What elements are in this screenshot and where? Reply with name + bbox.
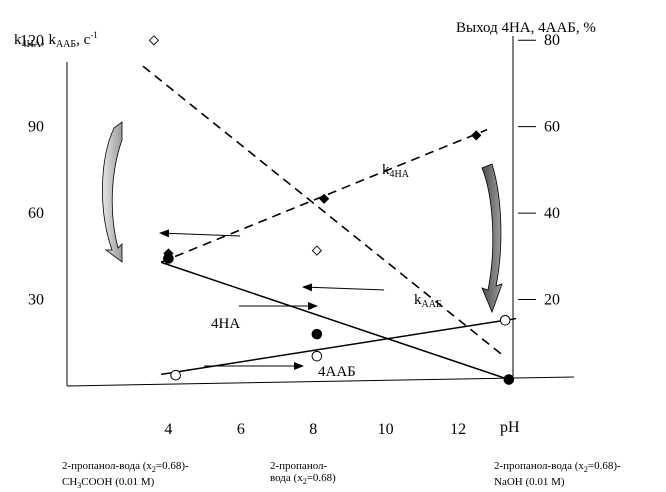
point-0-2: [471, 130, 482, 141]
curved-arrow-right: [481, 163, 503, 314]
fit-line-1: [142, 65, 506, 358]
x-tick-labels: 4 6 8 10 12: [164, 421, 466, 438]
x-tick-label-0: 4: [164, 421, 172, 438]
condition-basic: 2-пропанол-вода (x2=0.68)- NaOH (0.01 M): [494, 460, 621, 489]
x-axis-label: pH: [500, 419, 520, 436]
y-right-tick-label-1: 40: [544, 205, 560, 222]
fit-lines: [142, 65, 517, 381]
y-left-tick-label-2: 90: [28, 119, 44, 136]
point-3-2: [499, 314, 511, 326]
label-4na: 4НА: [211, 316, 240, 332]
y-right-tick-label-2: 60: [544, 119, 560, 136]
y-left-tick-labels: 30 60 90 120: [20, 32, 44, 308]
point-1-0: [148, 35, 160, 46]
point-3-1: [311, 350, 323, 362]
point-2-1: [311, 328, 323, 340]
y-left-axis-label: k4НА, kААБ, с-1: [14, 30, 98, 50]
x-axis-line: [66, 376, 575, 387]
label-kaab: kААБ: [414, 292, 442, 310]
y-right-axis-label: Выход 4НА, 4ААБ, %: [456, 20, 596, 36]
point-2-0: [163, 253, 174, 264]
y-left-tick-label-1: 60: [28, 205, 44, 222]
point-1-1: [311, 245, 323, 256]
x-tick-label-4: 12: [450, 421, 466, 438]
point-0-1: [318, 193, 330, 204]
series-labels: k4НА kААБ 4НА 4ААБ: [211, 162, 442, 380]
axes: [66, 36, 575, 387]
arrow-kaab-left: [302, 283, 385, 292]
y-right-tick-labels: 20 40 60 80: [518, 32, 560, 309]
fit-line-0: [160, 128, 488, 263]
y-right-tick-label-0: 20: [544, 292, 560, 309]
curved-arrow-left: [102, 121, 123, 263]
label-4aab: 4ААБ: [318, 364, 356, 380]
direction-arrows: [159, 229, 385, 370]
x-tick-label-2: 8: [309, 421, 317, 438]
y-left-tick-label-0: 30: [28, 292, 44, 309]
label-k4na: k4НА: [382, 162, 410, 180]
curved-arrows: [102, 121, 503, 314]
point-2-2: [503, 374, 515, 385]
y-right-tick-label-3: 80: [544, 32, 560, 49]
point-3-0: [170, 369, 181, 381]
x-tick-label-3: 10: [378, 421, 394, 438]
condition-acidic: 2-пропанол-вода (x2=0.68)- CH3COOH (0.01…: [62, 460, 189, 491]
x-tick-label-1: 6: [237, 421, 245, 438]
arrow-k4na-left: [159, 229, 241, 238]
y-left-tick-label-3: 120: [20, 32, 44, 49]
data-points: [148, 35, 515, 385]
condition-neutral: 2-пропанол- вода (x2=0.68): [270, 460, 336, 487]
fit-line-3: [161, 317, 517, 376]
fit-line-2: [160, 261, 510, 381]
